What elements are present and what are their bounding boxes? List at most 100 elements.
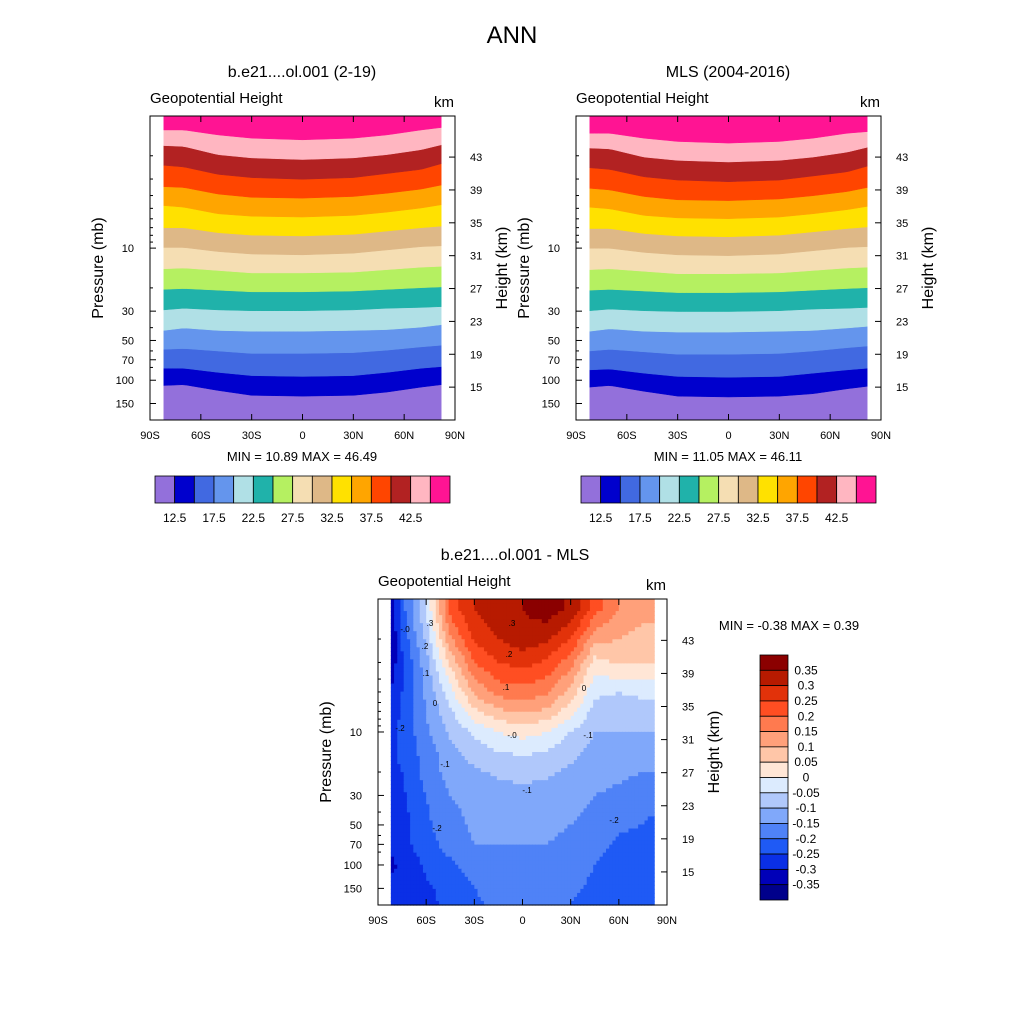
field-cell [429, 651, 434, 656]
field-cell [445, 735, 450, 741]
field-cell [625, 723, 630, 729]
field-cell [650, 647, 655, 652]
field-cell [570, 747, 575, 753]
field-cell [618, 784, 623, 789]
field-cell [564, 739, 569, 745]
field-cell [557, 631, 562, 636]
field-cell [413, 723, 418, 729]
field-cell [467, 683, 472, 689]
field-cell [397, 603, 402, 608]
field-cell [422, 711, 427, 717]
field-cell [525, 747, 530, 753]
field-cell [422, 800, 427, 805]
field-cell [596, 792, 601, 797]
field-cell [445, 599, 450, 604]
field-cell [615, 739, 620, 745]
field-cell [448, 816, 453, 822]
field-cell [516, 691, 520, 697]
field-cell [570, 816, 575, 822]
field-cell [506, 687, 511, 693]
field-cell [509, 772, 514, 777]
field-cell [554, 812, 559, 818]
colorbar-label: 32.5 [746, 511, 770, 525]
field-cell [593, 663, 597, 669]
field-cell [503, 607, 508, 612]
field-cell [589, 764, 594, 769]
field-cell [506, 784, 511, 789]
field-cell [400, 707, 405, 713]
field-cell [634, 611, 639, 616]
field-cell [602, 719, 607, 725]
field-cell [638, 655, 642, 660]
field-cell [586, 739, 591, 745]
field-cell [567, 756, 572, 761]
field-cell [577, 703, 581, 709]
field-cell [564, 619, 569, 624]
field-cell [516, 776, 520, 781]
field-cell [589, 824, 594, 830]
field-cell [403, 615, 408, 620]
field-cell [458, 764, 463, 769]
field-cell [432, 772, 437, 777]
field-cell [432, 800, 437, 805]
field-cell [496, 768, 501, 773]
field-cell [461, 679, 466, 685]
field-cell [570, 820, 575, 826]
field-cell [599, 611, 604, 616]
field-cell [561, 776, 565, 781]
field-cell [631, 800, 636, 805]
field-cell [435, 635, 440, 640]
field-cell [544, 788, 549, 793]
field-cell [586, 792, 591, 797]
field-cell [544, 695, 549, 701]
field-cell [644, 752, 649, 757]
field-cell [593, 635, 597, 640]
field-cell [410, 659, 414, 665]
field-cell [474, 683, 479, 689]
field-cell [628, 675, 633, 681]
field-cell [506, 727, 511, 733]
field-cell [596, 639, 601, 644]
field-cell [435, 711, 440, 717]
field-cell [638, 707, 642, 713]
field-cell [464, 663, 469, 669]
field-cell [573, 611, 578, 616]
field-cell [525, 796, 530, 801]
field-cell [458, 659, 463, 665]
field-cell [403, 663, 408, 669]
field-cell [432, 812, 437, 818]
field-cell [451, 663, 456, 669]
field-cell [445, 731, 450, 737]
field-cell [557, 679, 562, 685]
field-cell [496, 691, 501, 697]
field-cell [439, 743, 443, 749]
field-cell [509, 611, 514, 616]
field-cell [541, 623, 546, 628]
field-cell [471, 812, 475, 818]
field-cell [467, 707, 472, 713]
field-cell [522, 743, 527, 749]
field-cell [618, 655, 623, 660]
colorbar-box [678, 475, 700, 504]
field-cell [442, 639, 447, 644]
field-cell [628, 768, 633, 773]
field-cell [519, 659, 524, 665]
field-cell [419, 772, 424, 777]
field-cell [641, 611, 646, 616]
field-cell [474, 627, 479, 632]
field-cell [628, 776, 633, 781]
field-cell [394, 804, 398, 809]
field-cell [448, 611, 453, 616]
field-cell [416, 619, 421, 624]
field-cell [390, 631, 395, 636]
field-cell [583, 659, 588, 665]
field-cell [435, 772, 440, 777]
field-cell [477, 820, 482, 826]
x-tick-label: 30N [343, 430, 363, 442]
field-cell [580, 659, 585, 665]
field-cell [439, 796, 443, 801]
field-cell [506, 623, 511, 628]
field-cell [605, 671, 610, 677]
field-cell [612, 683, 617, 689]
field-cell [442, 695, 447, 701]
